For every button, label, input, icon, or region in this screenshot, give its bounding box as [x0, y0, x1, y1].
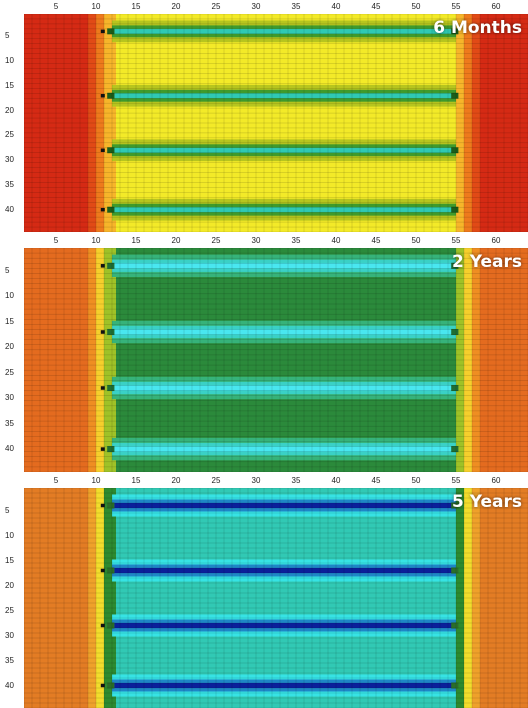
- x-tick-label: 45: [371, 2, 381, 11]
- panel-6-months: 510152025303540455055606 510152025303540…: [0, 0, 528, 232]
- x-tick-label: 10: [91, 2, 101, 11]
- y-tick-label: 5: [5, 505, 10, 515]
- x-tick-label: 15: [131, 236, 141, 245]
- panel-label: 5 Years: [451, 492, 522, 512]
- model-grid: [24, 248, 528, 472]
- model-grid: [24, 488, 528, 708]
- well-line-3: [100, 614, 459, 637]
- x-tick-label: 15: [131, 476, 141, 485]
- panel-5-years: 5 10 15 20 25 30 35 40 45 50 55 60 5 10 15 20 25 30 35 40 …: [0, 474, 528, 708]
- x-tick-label: 25: [211, 476, 221, 485]
- well-line-1: [100, 254, 459, 278]
- x-tick-label: 30: [251, 2, 261, 11]
- y-tick-label: 15: [5, 80, 14, 90]
- x-tick-label: 60: [491, 476, 501, 485]
- y-tick-label: 35: [5, 179, 14, 189]
- y-tick-label: 35: [5, 418, 14, 428]
- y-tick-label: 10: [5, 56, 14, 66]
- x-axis-ruler: 510152025303540455055606: [0, 234, 528, 248]
- well-line-3: [100, 376, 459, 400]
- x-tick-label: 5: [53, 2, 59, 11]
- well-line-3: [100, 139, 459, 162]
- y-tick-label: 5: [5, 265, 10, 275]
- y-tick-label: 10: [5, 291, 14, 301]
- x-tick-label: 55: [451, 236, 461, 245]
- y-tick-label: 40: [5, 680, 14, 690]
- panel-label: 6 Months: [433, 18, 522, 38]
- x-tick-label: 30: [251, 476, 261, 485]
- x-tick-label: 15: [131, 2, 141, 11]
- y-tick-label: 40: [5, 204, 14, 214]
- y-tick-label: 25: [5, 130, 14, 140]
- x-tick-label: 40: [331, 236, 341, 245]
- x-tick-label: 20: [171, 476, 181, 485]
- x-tick-label: 35: [291, 236, 301, 245]
- x-tick-label: 45: [371, 236, 381, 245]
- y-axis-ruler: 5 10 15 20 25 30 35 40: [0, 488, 24, 708]
- x-tick-label: 45: [371, 476, 381, 485]
- y-tick-label: 5: [5, 31, 10, 41]
- model-grid: [24, 14, 528, 232]
- x-tick-label: 10: [91, 476, 101, 485]
- y-tick-label: 30: [5, 393, 14, 403]
- y-tick-label: 25: [5, 367, 14, 377]
- x-tick-label: 5: [53, 236, 59, 245]
- y-tick-label: 30: [5, 155, 14, 165]
- panel-label: 2 Years: [451, 252, 522, 272]
- well-line-1: [100, 20, 459, 43]
- x-tick-label: 20: [171, 236, 181, 245]
- x-tick-label: 30: [251, 236, 261, 245]
- y-tick-label: 20: [5, 105, 14, 115]
- well-line-2: [100, 559, 459, 582]
- x-tick-label: 25: [211, 236, 221, 245]
- y-tick-label: 40: [5, 444, 14, 454]
- x-tick-label: 10: [91, 236, 101, 245]
- x-tick-label: 60: [491, 2, 501, 11]
- x-tick-label: 55: [451, 476, 461, 485]
- y-tick-label: 10: [5, 530, 14, 540]
- x-axis-ruler: 510152025303540455055606: [0, 0, 528, 14]
- y-tick-label: 15: [5, 555, 14, 565]
- x-tick-label: 5: [53, 476, 59, 485]
- y-axis-ruler: 5 10 15 20 25 30 35 40: [0, 14, 24, 232]
- well-line-4: [100, 437, 459, 461]
- well-line-4: [100, 198, 459, 221]
- x-tick-label: 50: [411, 2, 421, 11]
- well-line-2: [100, 320, 459, 344]
- y-tick-label: 15: [5, 316, 14, 326]
- x-tick-label: 50: [411, 476, 421, 485]
- panel-2-years: 510152025303540455055606 510152025303540…: [0, 234, 528, 472]
- y-tick-label: 35: [5, 655, 14, 665]
- y-tick-label: 20: [5, 580, 14, 590]
- x-tick-label: 35: [291, 2, 301, 11]
- well-line-4: [100, 674, 459, 697]
- y-tick-label: 30: [5, 630, 14, 640]
- x-tick-label: 40: [331, 2, 341, 11]
- x-tick-label: 50: [411, 236, 421, 245]
- x-tick-label: 40: [331, 476, 341, 485]
- x-axis-ruler: 5 10 15 20 25 30 35 40 45 50 55 60: [0, 474, 528, 488]
- x-tick-label: 35: [291, 476, 301, 485]
- x-tick-label: 25: [211, 2, 221, 11]
- x-tick-label: 60: [491, 236, 501, 245]
- well-line-2: [100, 84, 459, 107]
- x-tick-label: 20: [171, 2, 181, 11]
- y-axis-ruler: 5 10 15 20 25 30 35 40: [0, 248, 24, 472]
- x-tick-label: 55: [451, 2, 461, 11]
- y-tick-label: 25: [5, 605, 14, 615]
- y-tick-label: 20: [5, 342, 14, 352]
- well-line-1: [100, 494, 459, 517]
